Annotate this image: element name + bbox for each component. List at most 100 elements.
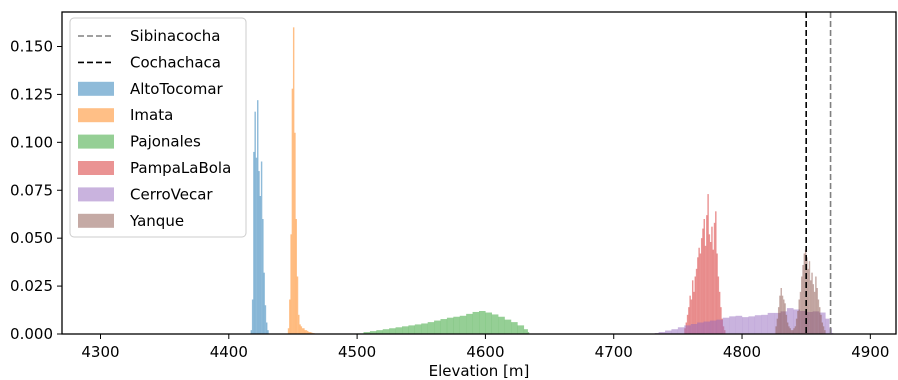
bar-yanque	[824, 330, 826, 334]
bar-cerrovecar	[709, 320, 717, 334]
bar-imata	[287, 328, 290, 334]
bar-imata	[289, 299, 291, 334]
bar-yanque	[792, 330, 794, 334]
bar-pajonales	[479, 311, 486, 334]
bar-yanque	[820, 314, 822, 334]
bar-pampalabola	[699, 253, 702, 334]
x-tick-label: 4400	[210, 343, 248, 361]
bar-cerrovecar	[703, 321, 711, 334]
bar-pajonales	[472, 311, 480, 334]
legend-swatch-imata	[78, 108, 114, 123]
bar-yanque	[821, 322, 824, 334]
bar-pajonales	[414, 324, 422, 334]
bar-pajonales	[382, 329, 390, 334]
bar-altotocomar	[263, 272, 265, 334]
bar-pajonales	[517, 325, 525, 335]
x-tick-label: 4300	[81, 343, 119, 361]
bar-pajonales	[363, 332, 371, 334]
x-tick-label: 4900	[851, 343, 889, 361]
x-tick-label: 4800	[723, 343, 761, 361]
bar-imata	[290, 234, 292, 334]
bar-cerrovecar	[754, 315, 762, 334]
bar-imata	[304, 330, 306, 334]
legend-label: Pajonales	[130, 133, 201, 151]
bar-yanque	[799, 291, 802, 334]
bar-yanque	[807, 268, 809, 334]
bar-cerrovecar	[716, 319, 723, 335]
bar-pampalabola	[691, 280, 694, 334]
bar-pampalabola	[717, 276, 720, 334]
bar-yanque	[781, 295, 784, 334]
bar-yanque	[780, 288, 782, 334]
bar-cerrovecar	[748, 316, 756, 334]
bar-yanque	[797, 311, 799, 334]
bar-altotocomar	[260, 161, 263, 334]
bar-imata	[309, 332, 312, 334]
bar-pampalabola	[706, 215, 708, 334]
bar-pampalabola	[707, 194, 709, 334]
bar-pajonales	[511, 322, 518, 334]
bar-pampalabola	[708, 234, 711, 334]
bar-pajonales	[453, 316, 460, 334]
bar-pampalabola	[700, 238, 703, 334]
bar-yanque	[776, 318, 779, 334]
bar-yanque	[786, 322, 789, 334]
y-tick-label: 0.050	[10, 229, 53, 247]
histogram-bars	[250, 27, 834, 335]
bar-yanque	[783, 299, 785, 334]
bar-pampalabola	[709, 242, 712, 334]
bar-yanque	[817, 299, 820, 334]
bar-pajonales	[427, 322, 435, 334]
legend-swatch-pajonales	[78, 134, 114, 149]
bar-pajonales	[504, 319, 512, 335]
x-tick-label: 4600	[466, 343, 504, 361]
legend-swatch-cerrovecar	[78, 187, 114, 202]
bar-imata	[303, 328, 305, 334]
bar-altotocomar	[267, 330, 269, 334]
bar-pajonales	[369, 331, 377, 335]
bar-imata	[310, 332, 313, 334]
bar-pajonales	[498, 316, 505, 334]
bar-cerrovecar	[677, 327, 685, 334]
bar-altotocomar	[258, 171, 260, 334]
legend-swatch-yanque	[78, 213, 114, 228]
bar-imata	[299, 324, 301, 334]
bar-cerrovecar	[665, 330, 672, 334]
bar-yanque	[813, 291, 816, 334]
bar-cerrovecar	[690, 324, 698, 334]
bar-yanque	[784, 303, 786, 334]
bar-cerrovecar	[671, 329, 679, 334]
legend-swatch-pampalabola	[78, 161, 114, 175]
bar-yanque	[779, 295, 781, 334]
bar-pajonales	[434, 320, 441, 334]
bar-pampalabola	[693, 291, 695, 334]
y-tick-label: 0.025	[10, 277, 53, 295]
bar-pampalabola	[702, 228, 704, 334]
plot-frame	[61, 11, 897, 335]
bar-yanque	[810, 280, 812, 334]
bar-yanque	[822, 326, 825, 334]
bar-cerrovecar	[658, 332, 666, 334]
bar-yanque	[790, 330, 793, 334]
bar-pajonales	[446, 317, 454, 334]
bar-cerrovecar	[786, 308, 794, 335]
bar-pajonales	[466, 313, 473, 335]
bar-pampalabola	[711, 226, 713, 334]
bar-pajonales	[408, 325, 415, 335]
bar-imata	[291, 88, 294, 334]
bar-altotocomar	[251, 299, 254, 334]
legend-swatch-altotocomar	[78, 81, 114, 96]
bar-altotocomar	[264, 305, 267, 334]
bar-pampalabola	[712, 249, 714, 334]
bar-yanque	[819, 307, 821, 334]
bar-imata	[296, 276, 299, 334]
y-tick-label: 0.100	[10, 133, 53, 151]
bar-imata	[305, 330, 308, 334]
bar-pajonales	[389, 328, 396, 334]
bar-yanque	[793, 328, 795, 334]
bar-pampalabola	[713, 222, 716, 334]
bar-pampalabola	[715, 211, 717, 334]
bar-altotocomar	[254, 111, 256, 334]
bar-yanque	[789, 328, 791, 334]
